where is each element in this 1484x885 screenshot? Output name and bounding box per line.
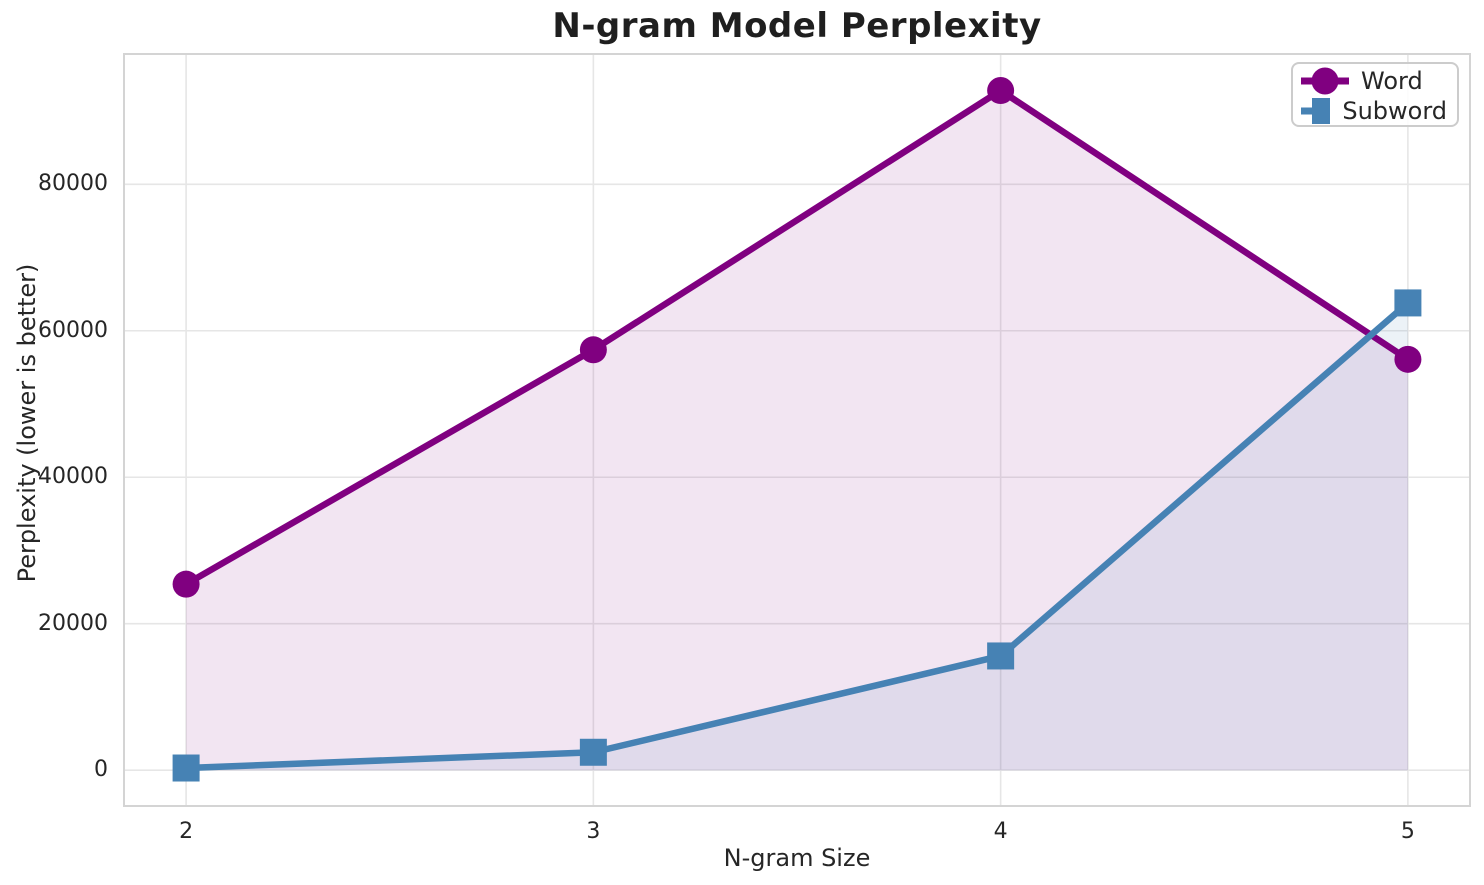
legend-label: Word: [1361, 67, 1423, 95]
data-point-word: [172, 570, 200, 598]
chart-title: N-gram Model Perplexity: [552, 6, 1042, 46]
x-axis-label: N-gram Size: [723, 844, 871, 872]
legend-square: [1312, 98, 1331, 124]
legend-item-subword: Subword: [1301, 96, 1447, 126]
legend-marker-circle-icon: [1301, 67, 1349, 95]
x-tick-label: 2: [179, 819, 194, 844]
plot-area: [123, 53, 1471, 807]
data-point-word: [1394, 345, 1422, 373]
data-point-subword: [172, 754, 200, 782]
line-word: [184, 87, 1410, 587]
x-tick-label: 3: [586, 819, 601, 844]
legend-item-word: Word: [1301, 66, 1447, 96]
data-point-subword: [987, 642, 1015, 670]
area-fill-word: [186, 90, 1408, 771]
data-point-subword: [579, 738, 607, 766]
y-tick-label: 20000: [38, 610, 108, 636]
y-tick-label: 80000: [38, 171, 108, 197]
area-fill-subword: [186, 302, 1408, 771]
y-tick-label: 60000: [38, 317, 108, 343]
x-tick-label: 5: [1400, 819, 1415, 844]
y-tick-label: 0: [94, 757, 108, 783]
legend-circle: [1311, 67, 1339, 95]
y-axis-label: Perplexity (lower is better): [13, 263, 41, 583]
y-axis-tick-labels: 0 20000 40000 60000 80000: [0, 0, 108, 885]
legend-marker-square-icon: [1301, 98, 1331, 124]
data-point-word: [987, 77, 1015, 105]
line-subword: [185, 300, 1411, 772]
x-tick-label: 4: [993, 819, 1008, 844]
data-point-subword: [1394, 289, 1422, 317]
plot-canvas: [125, 55, 1469, 805]
data-point-word: [579, 336, 607, 364]
y-tick-label: 40000: [38, 464, 108, 490]
legend-label: Subword: [1342, 97, 1447, 125]
legend: Word Subword: [1291, 62, 1459, 127]
